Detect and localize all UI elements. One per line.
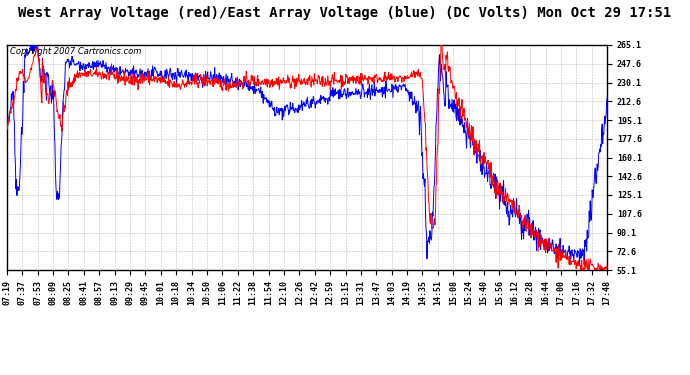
Text: West Array Voltage (red)/East Array Voltage (blue) (DC Volts) Mon Oct 29 17:51: West Array Voltage (red)/East Array Volt… — [19, 6, 671, 20]
Text: Copyright 2007 Cartronics.com: Copyright 2007 Cartronics.com — [10, 47, 141, 56]
